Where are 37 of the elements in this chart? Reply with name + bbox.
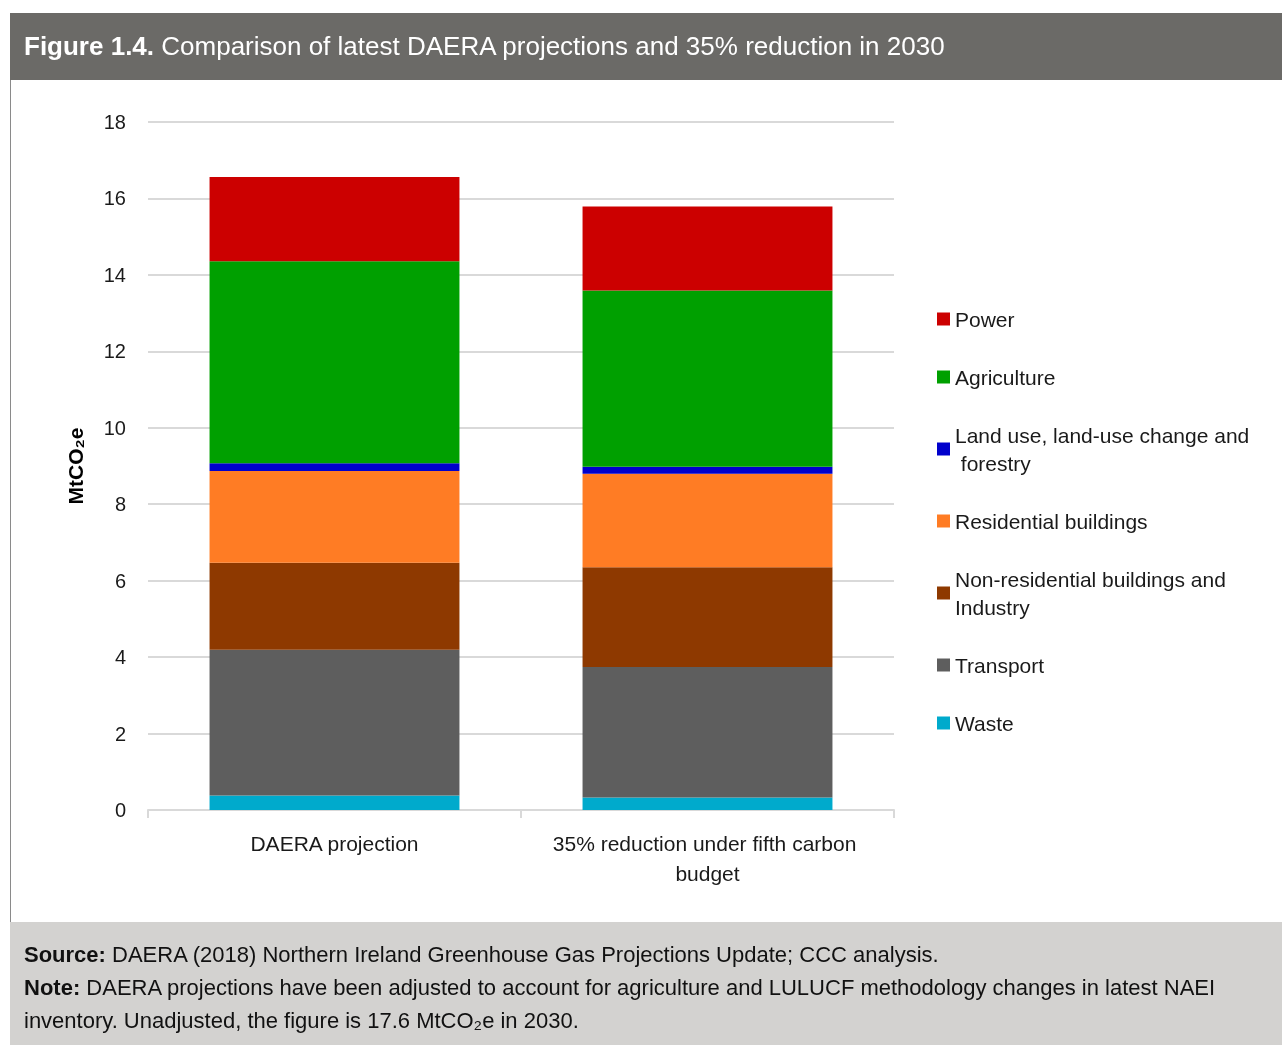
y-axis-title: MtCO₂e bbox=[64, 427, 87, 505]
y-tick-label: 12 bbox=[103, 340, 126, 363]
legend-label: Power bbox=[955, 307, 1015, 331]
bar bbox=[209, 470, 460, 563]
y-tick-label: 14 bbox=[103, 263, 126, 286]
bar bbox=[209, 261, 460, 464]
y-tick-label: 0 bbox=[114, 799, 126, 821]
y-tick-label: 18 bbox=[103, 111, 126, 133]
legend-label: Land use, land-use change and forestry bbox=[955, 423, 1250, 475]
bar bbox=[209, 463, 460, 471]
text: Note: DAERA projections have been adjusted to account for agriculture and LULUCF methodology changes in latest NAEI inventory. Unadjusted, the figure is 17.6 MtCO₂e in 2030. bbox=[24, 974, 1217, 1035]
bar bbox=[209, 177, 460, 262]
bar bbox=[209, 649, 460, 796]
y-tick-label: 10 bbox=[103, 416, 126, 439]
bar bbox=[209, 562, 460, 650]
y-tick-label: 2 bbox=[114, 722, 126, 745]
y-tick-label: 4 bbox=[114, 646, 126, 669]
legend-label: Residential buildings bbox=[955, 509, 1148, 533]
y-tick-label: 8 bbox=[114, 493, 126, 516]
y-tick-label: 16 bbox=[103, 187, 126, 210]
x-tick-label: 35% reduction under fifth carbon budget bbox=[552, 831, 863, 885]
bar bbox=[582, 466, 833, 474]
bar bbox=[582, 797, 833, 810]
bar bbox=[582, 667, 833, 798]
bar bbox=[582, 206, 833, 291]
legend-label: Agriculture bbox=[955, 365, 1056, 389]
bar bbox=[582, 473, 833, 568]
bar bbox=[582, 567, 833, 668]
x-tick-label: DAERA projection bbox=[250, 831, 419, 855]
bar bbox=[209, 795, 460, 810]
legend-label: Non-residential buildings and Industry bbox=[955, 567, 1232, 619]
legend-label: Transport bbox=[955, 653, 1045, 677]
legend-label: Waste bbox=[955, 711, 1014, 735]
bar bbox=[582, 290, 833, 467]
chart-title: Figure 1.4. Comparison of latest DAERA projections and 35% reduction in 2030 bbox=[10, 13, 1282, 80]
source-note: Source: DAERA (2018) Northern Ireland Greenhouse Gas Projections Update; CCC analysis. bbox=[24, 941, 940, 969]
y-tick-label: 6 bbox=[114, 569, 126, 592]
